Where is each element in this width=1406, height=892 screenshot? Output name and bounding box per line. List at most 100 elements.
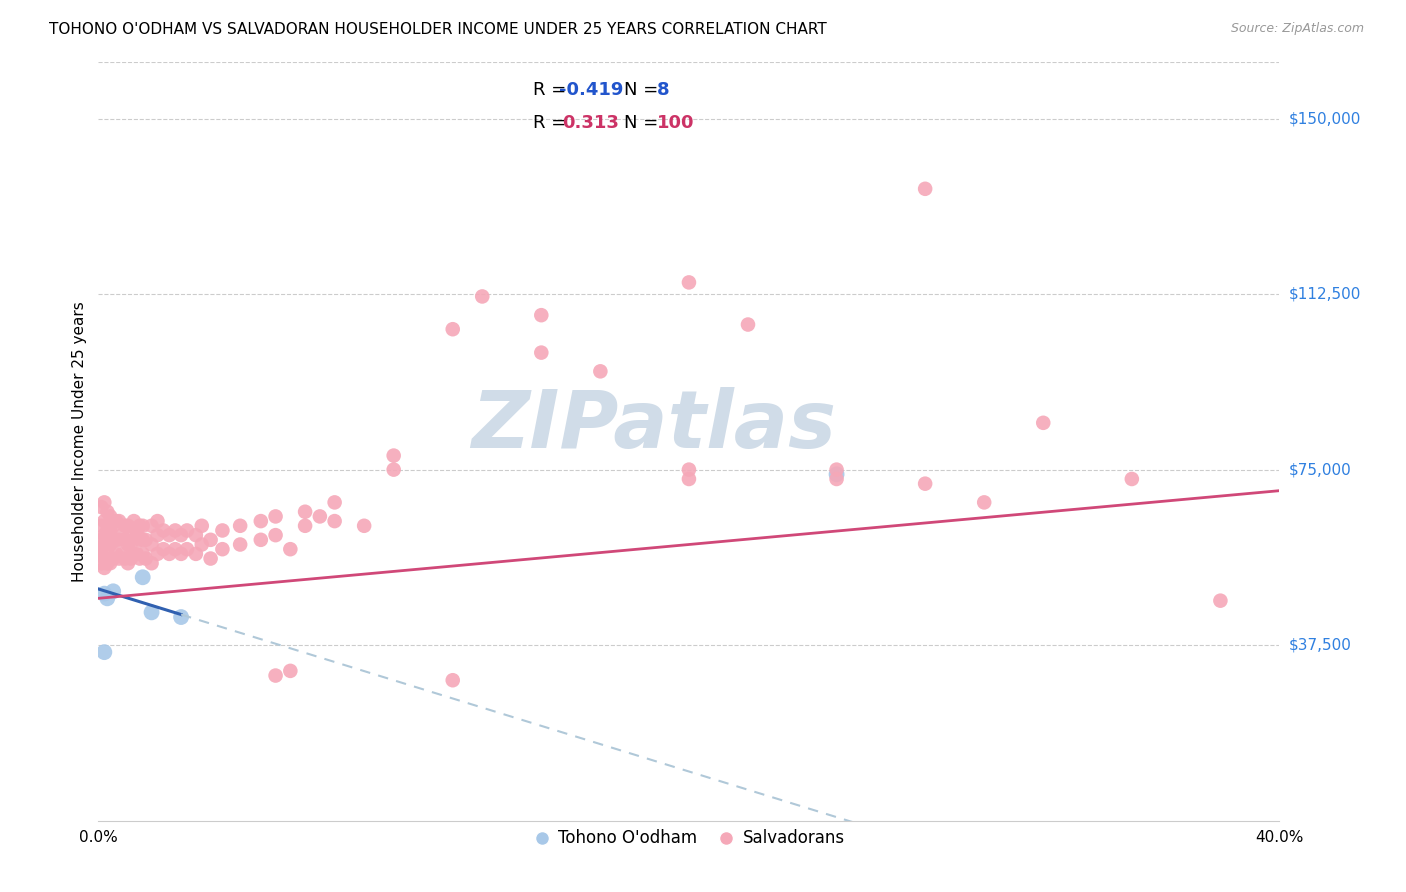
- Point: [530, 308, 553, 322]
- Point: [117, 556, 139, 570]
- Point: [294, 505, 316, 519]
- Point: [93, 514, 115, 528]
- Point: [132, 547, 155, 561]
- Point: [105, 514, 128, 528]
- Point: [825, 472, 848, 486]
- Point: [135, 551, 157, 566]
- Point: [93, 645, 115, 659]
- Point: [103, 518, 125, 533]
- Point: [229, 518, 252, 533]
- Text: $75,000: $75,000: [1288, 462, 1351, 477]
- Point: [93, 551, 115, 566]
- Point: [111, 528, 134, 542]
- Point: [530, 345, 553, 359]
- Point: [441, 673, 464, 688]
- Point: [132, 518, 155, 533]
- Point: [973, 495, 995, 509]
- Point: [114, 518, 136, 533]
- Point: [280, 542, 302, 557]
- Point: [323, 495, 346, 509]
- Point: [229, 537, 252, 551]
- Point: [98, 556, 121, 570]
- Point: [105, 533, 128, 547]
- Point: [93, 561, 115, 575]
- Point: [146, 528, 169, 542]
- Point: [96, 524, 118, 538]
- Point: [122, 514, 145, 528]
- Point: [825, 462, 848, 476]
- Point: [132, 533, 155, 547]
- Point: [103, 551, 125, 566]
- Point: [1121, 472, 1143, 486]
- Point: [1209, 593, 1232, 607]
- Point: [280, 664, 302, 678]
- Point: [141, 518, 163, 533]
- Point: [309, 509, 332, 524]
- Point: [141, 556, 163, 570]
- Point: [914, 476, 936, 491]
- Point: [93, 537, 115, 551]
- Point: [471, 289, 494, 303]
- Point: [184, 528, 207, 542]
- Point: [157, 528, 180, 542]
- Point: [108, 551, 131, 566]
- Point: [141, 606, 163, 620]
- Point: [323, 514, 346, 528]
- Point: [103, 533, 125, 547]
- Point: [264, 668, 287, 682]
- Point: [678, 462, 700, 476]
- Point: [1032, 416, 1054, 430]
- Text: -0.419: -0.419: [560, 81, 623, 100]
- Point: [93, 495, 115, 509]
- Point: [96, 591, 118, 606]
- Point: [165, 542, 187, 557]
- Point: [165, 524, 187, 538]
- Text: 0.313: 0.313: [562, 114, 620, 132]
- Point: [90, 533, 112, 547]
- Point: [120, 537, 142, 551]
- Point: [93, 528, 115, 542]
- Text: TOHONO O'ODHAM VS SALVADORAN HOUSEHOLDER INCOME UNDER 25 YEARS CORRELATION CHART: TOHONO O'ODHAM VS SALVADORAN HOUSEHOLDER…: [49, 22, 827, 37]
- Point: [211, 542, 233, 557]
- Text: R =: R =: [533, 114, 578, 132]
- Point: [114, 551, 136, 566]
- Point: [128, 533, 150, 547]
- Point: [96, 505, 118, 519]
- Point: [589, 364, 612, 378]
- Point: [122, 528, 145, 542]
- Point: [157, 547, 180, 561]
- Point: [105, 547, 128, 561]
- Point: [128, 518, 150, 533]
- Point: [382, 449, 405, 463]
- Point: [170, 610, 193, 624]
- Point: [90, 518, 112, 533]
- Text: R =: R =: [533, 81, 572, 100]
- Point: [184, 547, 207, 561]
- Text: 100: 100: [657, 114, 695, 132]
- Text: N =: N =: [624, 114, 658, 132]
- Point: [264, 509, 287, 524]
- Point: [146, 514, 169, 528]
- Text: $37,500: $37,500: [1288, 638, 1351, 653]
- Point: [441, 322, 464, 336]
- Text: 8: 8: [657, 81, 669, 100]
- Point: [678, 276, 700, 290]
- Legend: Tohono O'odham, Salvadorans: Tohono O'odham, Salvadorans: [527, 822, 851, 854]
- Y-axis label: Householder Income Under 25 years: Householder Income Under 25 years: [72, 301, 87, 582]
- Point: [176, 524, 198, 538]
- Point: [128, 551, 150, 566]
- Point: [250, 533, 273, 547]
- Point: [825, 467, 848, 482]
- Point: [191, 537, 214, 551]
- Point: [146, 547, 169, 561]
- Point: [135, 533, 157, 547]
- Point: [96, 542, 118, 557]
- Text: ZIPatlas: ZIPatlas: [471, 387, 837, 466]
- Point: [96, 556, 118, 570]
- Text: $112,500: $112,500: [1288, 286, 1361, 301]
- Point: [176, 542, 198, 557]
- Point: [120, 551, 142, 566]
- Point: [108, 514, 131, 528]
- Point: [141, 537, 163, 551]
- Point: [152, 524, 174, 538]
